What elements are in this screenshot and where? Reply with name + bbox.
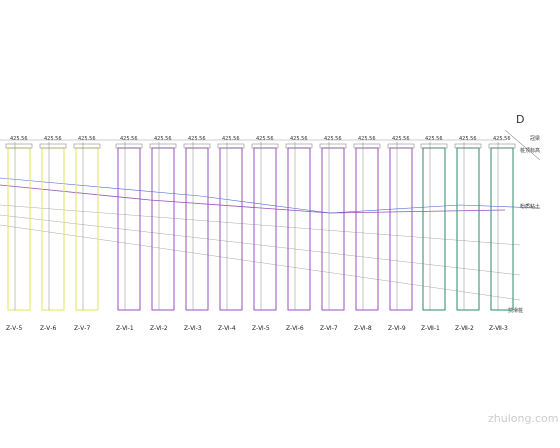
pile-label: Z-Ⅴ-5 <box>6 325 22 332</box>
elevation: 425.56 <box>78 136 96 142</box>
pile <box>253 147 277 311</box>
elevation: 425.56 <box>10 136 28 142</box>
pile-cap <box>420 143 448 149</box>
pile-label: Z-Ⅶ-2 <box>455 325 474 332</box>
elevation: 425.56 <box>154 136 172 142</box>
elevation: 425.56 <box>392 136 410 142</box>
pile <box>219 147 243 311</box>
elevation: 425.56 <box>324 136 342 142</box>
elevation: 425.56 <box>425 136 443 142</box>
pile-cap <box>251 143 279 149</box>
pile-cap <box>353 143 381 149</box>
note: 粉质粘土 <box>520 203 540 210</box>
pile-cap <box>115 143 143 149</box>
pile-label: Z-Ⅴ-7 <box>74 325 90 332</box>
piles: 425.56 Z-Ⅴ-5 425.56 Z-Ⅴ-6 425.56 Z-Ⅴ-7 425.56 Z… <box>5 136 516 332</box>
elevation: 425.56 <box>290 136 308 142</box>
elevation: 425.56 <box>44 136 62 142</box>
pile-label: Z-Ⅶ-1 <box>421 325 440 332</box>
elevation: 425.56 <box>120 136 138 142</box>
layer-line <box>0 224 521 301</box>
pile-label: Z-Ⅵ-3 <box>184 325 202 332</box>
layer-line <box>0 204 521 246</box>
pile <box>287 147 311 311</box>
note: 冠梁 <box>530 135 540 142</box>
pile-label: Z-Ⅵ-7 <box>320 325 338 332</box>
pile-cap <box>183 143 211 149</box>
pile <box>151 147 175 311</box>
pile <box>355 147 379 311</box>
pile-cap <box>39 143 67 149</box>
ground-lines <box>0 129 541 301</box>
elevation: 425.56 <box>256 136 274 142</box>
layer-line <box>0 214 521 276</box>
elevation: 425.56 <box>459 136 477 142</box>
pile-cap <box>285 143 313 149</box>
pile-label: Z-Ⅵ-4 <box>218 325 236 332</box>
note: 桩顶标高 <box>520 147 540 154</box>
pile-cap <box>488 143 516 149</box>
pile-label: Z-Ⅵ-5 <box>252 325 270 332</box>
pile-label: Z-Ⅵ-9 <box>388 325 406 332</box>
pile <box>389 147 413 311</box>
pile <box>490 147 514 311</box>
leader-line <box>504 129 541 161</box>
slip-line <box>0 184 506 214</box>
section-mark: D <box>516 113 524 126</box>
pile-cap <box>5 143 33 149</box>
elevation: 425.56 <box>358 136 376 142</box>
note: 抗滑桩 <box>508 307 523 314</box>
pile-cap <box>149 143 177 149</box>
pile <box>185 147 209 311</box>
design-line <box>0 177 541 214</box>
pile-cap <box>73 143 101 149</box>
pile-cap <box>217 143 245 149</box>
pile-cap <box>319 143 347 149</box>
elevation: 425.56 <box>222 136 240 142</box>
pile-label: Z-Ⅵ-2 <box>150 325 168 332</box>
pile <box>456 147 480 311</box>
pile-label: Z-Ⅵ-6 <box>286 325 304 332</box>
pile-label: Z-Ⅶ-3 <box>489 325 508 332</box>
pile <box>321 147 345 311</box>
pile-cap <box>387 143 415 149</box>
pile <box>75 147 99 311</box>
pile-label: Z-Ⅵ-8 <box>354 325 372 332</box>
elevation: 425.56 <box>493 136 511 142</box>
pile-label: Z-Ⅴ-6 <box>40 325 56 332</box>
pile <box>41 147 65 311</box>
pile-label: Z-Ⅵ-1 <box>116 325 134 332</box>
watermark: zhulong.com <box>488 412 558 425</box>
elevation: 425.56 <box>188 136 206 142</box>
pile <box>422 147 446 311</box>
pile-cap <box>454 143 482 149</box>
